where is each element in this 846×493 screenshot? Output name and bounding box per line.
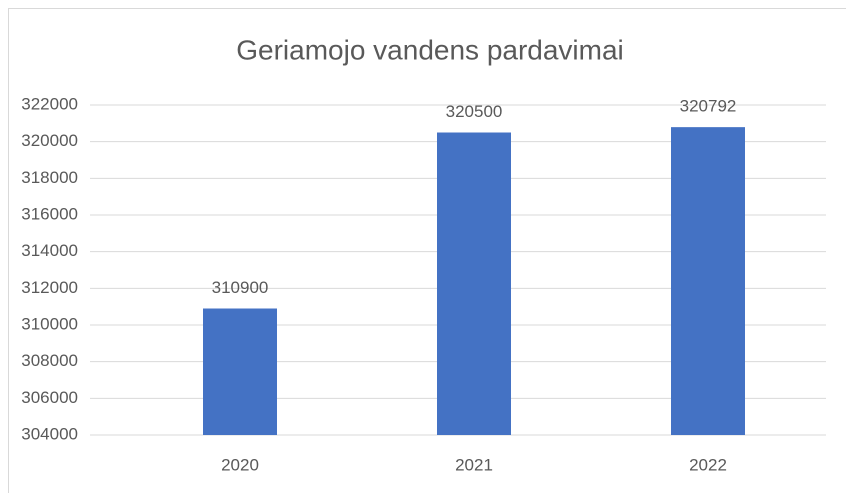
y-tick-label: 318000 [21, 168, 78, 187]
data-label: 320792 [680, 97, 737, 116]
data-label: 320500 [446, 102, 503, 121]
y-tick-label: 314000 [21, 241, 78, 260]
x-tick-label: 2022 [689, 455, 727, 474]
x-tick-label: 2021 [455, 455, 493, 474]
bar [437, 132, 511, 435]
data-label: 310900 [212, 278, 269, 297]
y-tick-label: 320000 [21, 131, 78, 150]
bar [671, 127, 745, 435]
bar [203, 308, 277, 435]
y-tick-label: 312000 [21, 278, 78, 297]
chart-title: Geriamojo vandens pardavimai [236, 34, 624, 65]
y-tick-label: 304000 [21, 424, 78, 443]
y-tick-label: 308000 [21, 351, 78, 370]
y-tick-label: 322000 [21, 94, 78, 113]
y-tick-label: 316000 [21, 204, 78, 223]
y-tick-label: 310000 [21, 314, 78, 333]
x-tick-label: 2020 [221, 455, 259, 474]
y-tick-label: 306000 [21, 388, 78, 407]
